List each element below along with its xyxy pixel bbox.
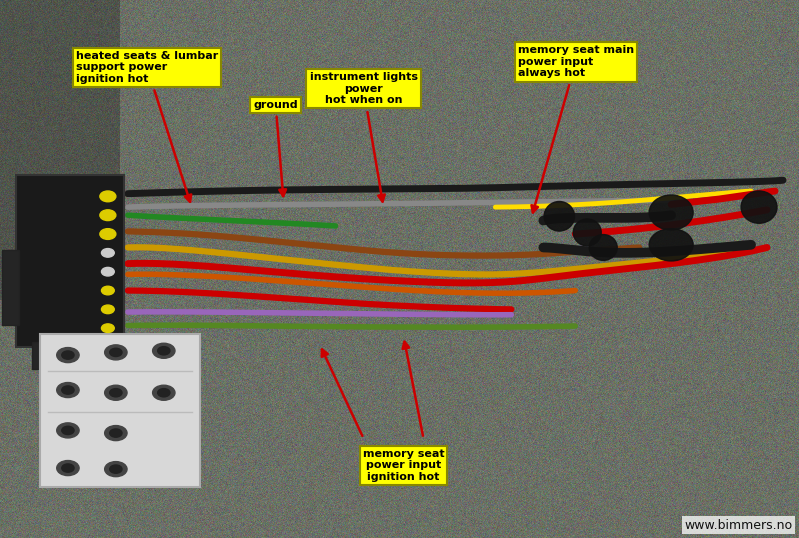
Circle shape: [57, 348, 79, 363]
Circle shape: [100, 210, 116, 221]
Circle shape: [57, 423, 79, 438]
Circle shape: [157, 346, 170, 355]
FancyBboxPatch shape: [40, 334, 200, 487]
Text: memory seat main
power input
always hot: memory seat main power input always hot: [518, 45, 634, 213]
Circle shape: [57, 461, 79, 476]
Ellipse shape: [574, 219, 601, 246]
Circle shape: [62, 386, 74, 394]
Circle shape: [153, 385, 175, 400]
Circle shape: [109, 465, 122, 473]
Circle shape: [109, 429, 122, 437]
Text: ground: ground: [253, 100, 298, 196]
Circle shape: [105, 462, 127, 477]
Ellipse shape: [649, 229, 693, 261]
Circle shape: [101, 249, 114, 257]
Text: heated seats & lumbar
support power
ignition hot: heated seats & lumbar support power igni…: [76, 51, 218, 202]
FancyArrowPatch shape: [322, 349, 363, 436]
Text: memory seat
power input
ignition hot: memory seat power input ignition hot: [363, 449, 444, 482]
FancyBboxPatch shape: [32, 342, 96, 369]
Circle shape: [109, 348, 122, 357]
FancyBboxPatch shape: [16, 175, 124, 347]
Circle shape: [101, 267, 114, 276]
Circle shape: [105, 385, 127, 400]
Circle shape: [109, 388, 122, 397]
FancyBboxPatch shape: [2, 250, 19, 325]
Circle shape: [101, 305, 114, 314]
Circle shape: [62, 351, 74, 359]
FancyArrowPatch shape: [403, 342, 423, 436]
Text: instrument lights
power
hot when on: instrument lights power hot when on: [309, 72, 418, 202]
Circle shape: [62, 464, 74, 472]
Circle shape: [105, 426, 127, 441]
Circle shape: [100, 229, 116, 239]
Circle shape: [101, 286, 114, 295]
Ellipse shape: [590, 235, 617, 260]
Circle shape: [101, 324, 114, 332]
Circle shape: [153, 343, 175, 358]
Circle shape: [157, 388, 170, 397]
Circle shape: [100, 191, 116, 202]
Circle shape: [62, 426, 74, 435]
Circle shape: [105, 345, 127, 360]
Ellipse shape: [649, 195, 693, 230]
Ellipse shape: [741, 191, 777, 223]
Circle shape: [57, 383, 79, 398]
Ellipse shape: [544, 202, 574, 231]
Text: www.bimmers.no: www.bimmers.no: [685, 519, 793, 532]
